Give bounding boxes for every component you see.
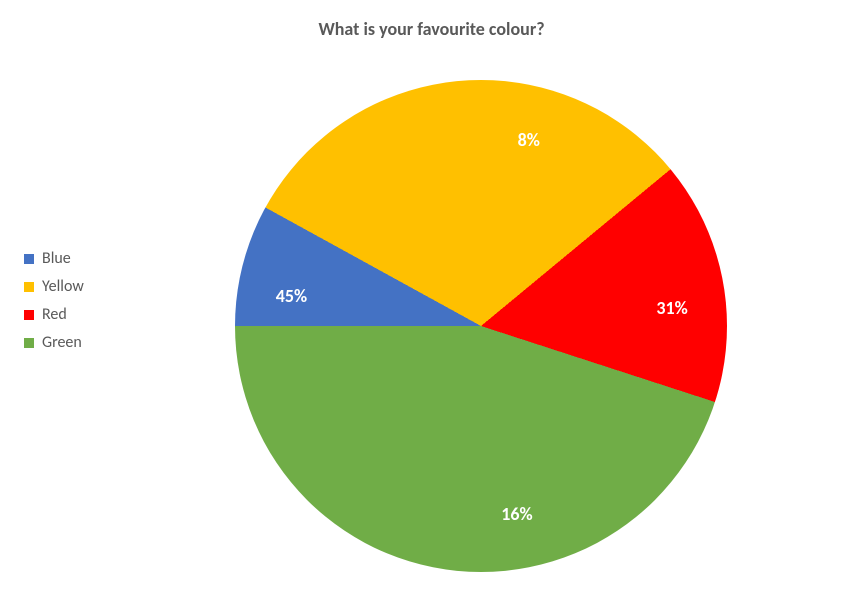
- legend-label-blue: Blue: [42, 249, 71, 268]
- legend-item-red: Red: [24, 305, 84, 324]
- legend-label-yellow: Yellow: [42, 277, 84, 296]
- slice-label-yellow: 31%: [656, 297, 687, 319]
- chart-title: What is your favourite colour?: [0, 18, 863, 40]
- legend-item-blue: Blue: [24, 249, 84, 268]
- slice-label-green: 45%: [276, 285, 307, 307]
- legend-swatch-green: [24, 338, 34, 348]
- legend-swatch-red: [24, 310, 34, 320]
- slice-label-red: 16%: [501, 503, 532, 525]
- pie-disc: [235, 80, 727, 572]
- legend-label-red: Red: [42, 305, 67, 324]
- legend-item-green: Green: [24, 333, 84, 352]
- legend-swatch-blue: [24, 254, 34, 264]
- slice-label-blue: 8%: [518, 129, 540, 151]
- legend: Blue Yellow Red Green: [24, 240, 84, 361]
- legend-item-yellow: Yellow: [24, 277, 84, 296]
- chart-container: What is your favourite colour? 8% 31% 16…: [0, 0, 863, 596]
- legend-label-green: Green: [42, 333, 82, 352]
- pie-chart: 8% 31% 16% 45%: [235, 80, 727, 572]
- legend-swatch-yellow: [24, 282, 34, 292]
